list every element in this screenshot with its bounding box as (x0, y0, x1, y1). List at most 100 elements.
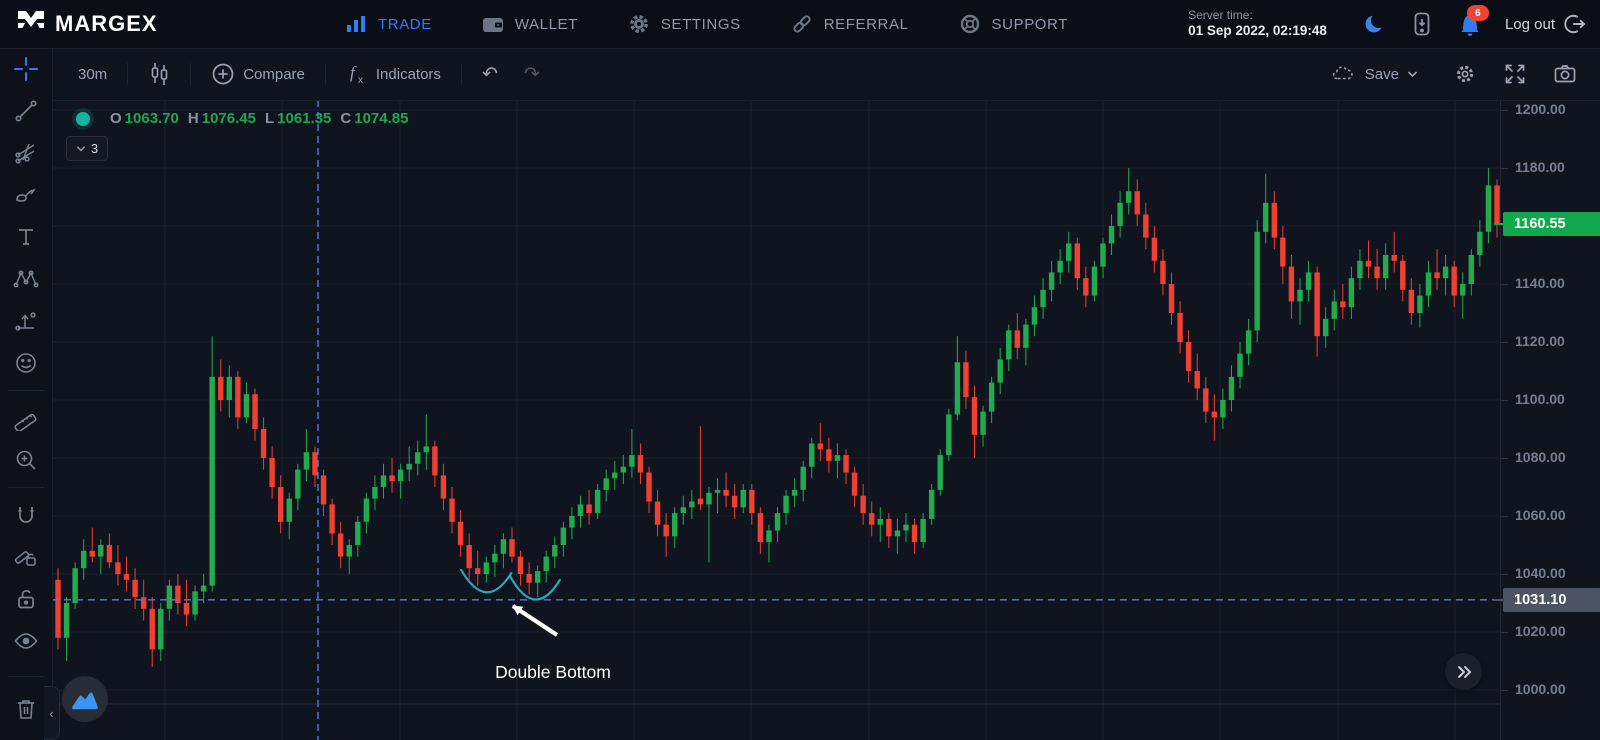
camera-icon (1553, 64, 1577, 84)
margex-watermark-button[interactable] (62, 676, 108, 722)
toolbar-right-group: Save (1321, 59, 1578, 89)
price-chart[interactable]: Double Bottom (52, 100, 1500, 740)
annotation-label: Double Bottom (495, 662, 611, 682)
mobile-app-icon (1414, 12, 1430, 36)
nav-item-settings[interactable]: SETTINGS (628, 13, 741, 35)
sidebar-collapse-handle[interactable]: ‹ (44, 686, 60, 740)
indicators-collapse-button[interactable]: 3 (66, 136, 108, 161)
function-icon: f x (346, 62, 368, 86)
tool-xabcd-pattern[interactable] (7, 259, 45, 299)
tool-pitchfork[interactable] (7, 133, 45, 173)
indicators-count: 3 (90, 141, 99, 156)
axis-tick-label: 1180.00 (1515, 159, 1565, 175)
tool-text[interactable] (7, 217, 45, 257)
timeframe-button[interactable]: 30m (68, 60, 117, 89)
toolbar-separator (460, 63, 462, 85)
axis-tick-label: 1000.00 (1515, 681, 1566, 697)
tool-hide-all[interactable] (7, 621, 45, 661)
undo-icon: ↶ (481, 63, 498, 85)
circle-plus-icon (211, 62, 235, 86)
moon-icon (1363, 13, 1385, 35)
timeframe-label: 30m (78, 65, 108, 83)
redo-button[interactable]: ↷ (514, 57, 550, 92)
tool-zoom-in[interactable] (7, 440, 45, 480)
axis-tick-mark (1501, 109, 1508, 111)
save-button[interactable]: Save (1321, 59, 1428, 89)
tool-trend-line[interactable] (7, 91, 45, 131)
tool-brush[interactable] (7, 175, 45, 215)
top-nav: MARGEX TRADE (0, 0, 1600, 49)
svg-text:x: x (358, 75, 363, 86)
tool-magnet[interactable] (7, 495, 45, 535)
screenshot-button[interactable] (1552, 61, 1578, 87)
main-nav: TRADE WALLET (345, 13, 1068, 35)
nav-item-trade[interactable]: TRADE (345, 14, 432, 34)
sidebar-divider (8, 390, 44, 391)
candles-layer (55, 168, 1500, 667)
axis-tick-mark (1501, 283, 1508, 285)
nav-item-label: TRADE (378, 15, 432, 33)
undo-button[interactable]: ↶ (472, 57, 508, 92)
double-bottom-arc-1 (460, 568, 513, 594)
axis-tick-label: 1100.00 (1515, 391, 1565, 407)
tool-remove-drawings[interactable] (7, 689, 45, 729)
axis-tick-label: 1140.00 (1515, 275, 1565, 291)
data-source-dot (76, 111, 90, 126)
margex-logo (16, 10, 46, 38)
logout-button[interactable]: Log out (1505, 14, 1586, 34)
sidebar-divider (8, 487, 44, 488)
nav-item-referral[interactable]: REFERRAL (791, 13, 909, 35)
chevron-down-icon (1407, 70, 1418, 78)
tool-emoji[interactable] (7, 343, 45, 383)
notifications-badge: 6 (1466, 5, 1489, 21)
last-price-badge: 1160.55 (1494, 212, 1600, 237)
cloud-icon (1331, 65, 1357, 83)
redo-icon: ↷ (523, 63, 540, 85)
server-time-label: Server time: (1188, 8, 1253, 23)
fullscreen-icon-button[interactable] (1502, 61, 1528, 87)
tool-crosshair[interactable] (7, 49, 45, 89)
axis-tick-mark (1501, 457, 1508, 459)
mobile-app-button[interactable] (1409, 11, 1435, 37)
toolbar-separator (127, 63, 129, 85)
server-time-value: 01 Sep 2022, 02:19:48 (1188, 23, 1327, 39)
chart-toolbar: 30m Compare (52, 48, 1600, 101)
chart-style-button[interactable] (138, 56, 180, 92)
chevron-down-icon (76, 145, 86, 151)
chart-settings-button[interactable] (1452, 61, 1478, 87)
tool-drawing-lock[interactable] (7, 537, 45, 577)
compare-button[interactable]: Compare (201, 56, 315, 92)
grid-layer (52, 100, 1500, 740)
axis-tick-label: 1020.00 (1515, 623, 1566, 639)
tool-forecast[interactable] (7, 301, 45, 341)
indicators-button[interactable]: f x Indicators (336, 56, 451, 92)
ohlc-legend: O 1063.70 H 1076.45 L 1061.35 C 1074.85 (76, 110, 408, 127)
nav-item-wallet[interactable]: WALLET (482, 15, 578, 33)
nav-item-label: SETTINGS (660, 15, 741, 33)
theme-toggle-button[interactable] (1361, 11, 1387, 37)
nav-item-label: WALLET (514, 15, 578, 33)
axis-tick-mark (1501, 689, 1508, 691)
nav-item-label: REFERRAL (823, 15, 909, 33)
price-axis[interactable]: 1200.00 1180.00 1140.00 1120.00 1100.00 1080.… (1494, 100, 1600, 740)
tool-ruler[interactable] (7, 398, 45, 438)
chart-region: Double Bottom 1200.00 1180.00 1140.00 1120.… (52, 100, 1600, 740)
drawing-tools-sidebar (0, 48, 53, 740)
scroll-to-realtime-button[interactable] (1445, 653, 1482, 690)
wallet-icon (482, 15, 504, 33)
lifebuoy-icon (959, 13, 981, 35)
axis-tick-label: 1060.00 (1515, 507, 1566, 523)
nav-item-label: SUPPORT (991, 15, 1068, 33)
nav-item-support[interactable]: SUPPORT (959, 13, 1068, 35)
save-label: Save (1364, 65, 1399, 83)
sidebar-divider (8, 676, 44, 677)
axis-tick-label: 1080.00 (1515, 449, 1566, 465)
bar-chart-icon (345, 14, 367, 34)
double-chevron-right-icon (1456, 665, 1472, 679)
axis-tick-label: 1040.00 (1515, 565, 1566, 581)
brand[interactable]: MARGEX (16, 10, 158, 38)
tool-lock-all[interactable] (7, 579, 45, 619)
axis-tick-mark (1501, 515, 1508, 517)
notifications-button[interactable]: 6 (1457, 5, 1489, 37)
